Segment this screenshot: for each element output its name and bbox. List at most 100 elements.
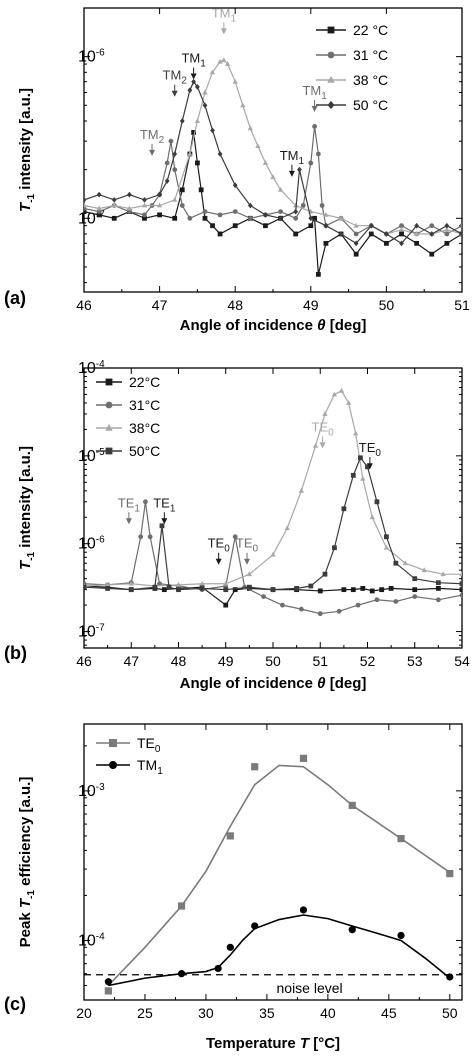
data-point [353,251,359,257]
x-tick-label: 20 [76,1005,92,1021]
series-group [84,387,462,617]
data-point [126,205,132,211]
data-point [399,231,404,237]
data-point [429,231,435,237]
annotation-arrowhead [220,28,227,35]
legend-marker [105,423,113,431]
data-point [323,211,329,217]
y-axis-label: Peak T-1 efficiency [a.u.] [17,777,37,948]
legend-label: 38 °C [353,72,388,88]
data-point [96,191,102,198]
data-point [353,430,359,436]
data-point [412,587,418,593]
x-tick-label: 50 [379,297,395,313]
data-point [360,475,366,481]
data-point [414,240,420,246]
data-point [350,587,356,593]
series-line [84,80,462,245]
data-point [142,215,147,221]
data-point [223,580,229,586]
data-point [191,129,197,135]
peak-annotation: TE1 [153,495,176,514]
data-point [293,208,299,215]
data-point [270,174,276,179]
data-point [128,580,134,586]
data-point [459,571,462,577]
data-point [341,506,347,512]
data-point [104,987,112,995]
legend-marker [105,447,113,455]
legend-label: 38°C [129,420,160,436]
data-point [164,178,170,184]
data-point [446,973,454,981]
data-point [368,222,374,229]
data-point [172,197,178,202]
x-tick-label: 47 [123,653,139,669]
plot-frame [83,7,463,293]
data-point [225,61,231,66]
data-point [341,587,347,593]
x-tick-label: 30 [198,1005,214,1021]
data-point [84,202,87,208]
data-point [315,151,321,157]
legend-marker [327,100,335,110]
peak-annotation: TE0 [208,536,231,555]
data-point [84,197,87,203]
data-point [384,534,389,540]
data-point [459,592,462,598]
data-point [331,391,338,397]
x-tick-label: 49 [303,297,319,313]
data-point [308,583,314,589]
data-point [111,202,117,208]
svg-text:10-4: 10-4 [78,931,105,949]
data-point [157,191,162,198]
data-point [388,585,394,591]
data-point [353,240,359,247]
data-point [138,534,144,540]
data-point [179,118,185,124]
data-point [195,160,200,166]
svg-text:10-5: 10-5 [78,447,105,465]
data-point [217,212,223,218]
data-point [299,754,308,762]
data-point [336,608,342,614]
data-point [293,215,299,221]
annotation-arrowhead [161,518,168,525]
panel-b-chart: 46 47 48 49 50 51 52 53 54 10-7 10-6 10-5 10-4 TE0 TE0… [4,359,470,692]
noise-level-label: noise level [277,980,343,996]
data-point [444,240,450,246]
data-point [399,223,404,229]
data-point [104,581,111,587]
data-point [84,584,87,590]
svg-text:10-6: 10-6 [78,48,105,66]
x-tick-label: 54 [454,653,470,669]
data-point [374,597,380,603]
data-point [96,205,102,211]
data-point [263,223,268,229]
data-point [402,560,408,566]
data-point [246,571,253,577]
y-axis-label: T-1 intensity [a.u.] [17,446,37,570]
legend-label: TE0 [137,735,161,755]
peak-annotation: TE1 [118,495,141,514]
data-point [312,442,319,448]
svg-text:10-3: 10-3 [78,782,105,800]
data-point [262,160,269,165]
data-point [168,138,174,144]
x-tick-label: 49 [218,653,234,669]
data-point [263,211,268,218]
data-point [247,125,253,131]
data-point [459,587,462,593]
legend-label: 31 °C [353,47,388,63]
data-point [298,487,304,493]
x-axis-label: Temperature T [°C] [206,1035,340,1052]
data-point [414,231,420,236]
data-point [369,514,375,520]
data-point [246,584,252,590]
series-fit-line [108,914,451,987]
annotation-arrowhead [319,442,326,449]
data-point [317,611,323,617]
annotation-arrowhead [366,463,373,470]
data-point [294,585,300,591]
data-point [270,551,276,557]
